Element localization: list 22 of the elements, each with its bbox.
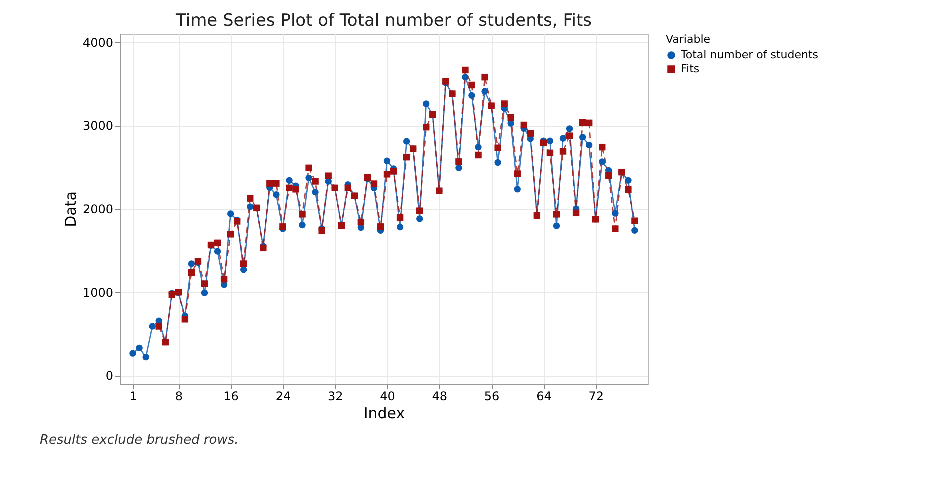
chart-title: Time Series Plot of Total number of students, Fits (174, 11, 592, 31)
y-tick-label: 4000 (82, 36, 114, 50)
x-tick-label: 16 (224, 390, 239, 404)
y-tick-label: 3000 (82, 119, 114, 134)
x-tick-label: 32 (328, 390, 344, 404)
x-axis-title: Index (364, 404, 406, 422)
legend-title: Variable (666, 33, 711, 46)
x-tick-label: 64 (536, 390, 552, 404)
x-tick-label: 56 (484, 390, 500, 404)
text: Results exclude brushed rows. (40, 433, 239, 448)
x-tick-label: 72 (588, 390, 604, 404)
x-tick-label: 48 (432, 390, 448, 404)
legend-label: Total number of students (680, 48, 819, 62)
x-tick-label: 40 (380, 390, 396, 404)
x-tick-label: 24 (276, 390, 292, 404)
y-tick-label: 2000 (82, 202, 114, 216)
y-tick-label: 1000 (82, 286, 114, 300)
x-tick-label: 1 (130, 390, 138, 404)
y-axis-title: Data (62, 192, 80, 228)
x-tick-label: 8 (175, 390, 183, 404)
legend-label: Fits (681, 62, 700, 76)
y-tick-label: 0 (106, 369, 114, 384)
